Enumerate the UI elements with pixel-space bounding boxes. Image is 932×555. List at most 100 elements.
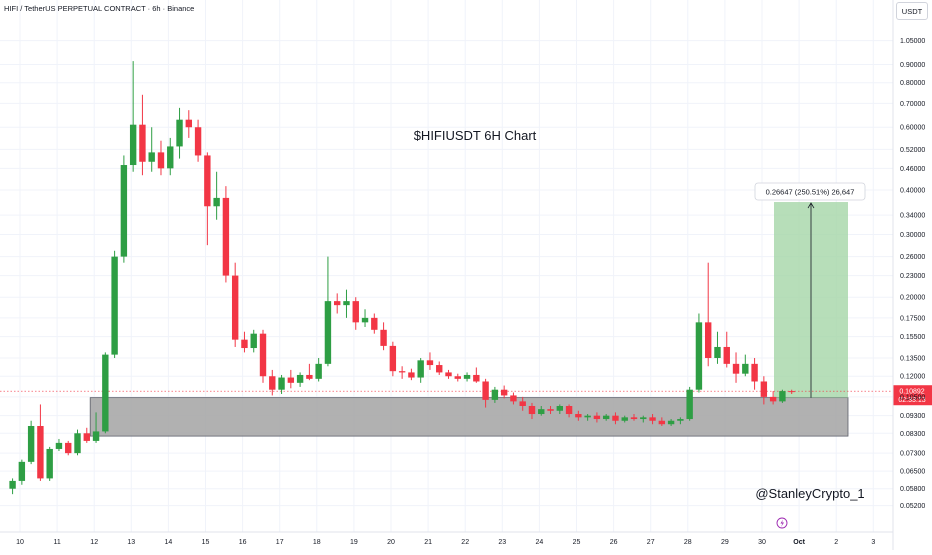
candle — [120, 155, 128, 263]
candle — [37, 404, 44, 481]
x-tick-label: 29 — [721, 539, 729, 546]
candle-body — [473, 374, 480, 382]
candle-body — [324, 301, 332, 364]
candle-body — [463, 374, 471, 379]
candle-body — [658, 420, 666, 425]
candle-body — [519, 401, 526, 407]
candle — [389, 341, 397, 377]
candle — [621, 415, 628, 423]
y-tick-label: 0.05200 — [900, 503, 925, 510]
candle-body — [194, 127, 202, 156]
candle-body — [417, 360, 424, 378]
candle — [417, 358, 424, 383]
y-tick-label: 0.34000 — [900, 213, 925, 220]
candle — [723, 331, 730, 368]
candle-body — [510, 395, 517, 402]
candle-body — [9, 480, 16, 489]
candle-body — [102, 354, 109, 432]
y-tick-label: 0.13500 — [900, 356, 925, 363]
candle — [732, 352, 740, 383]
x-tick-label: 12 — [90, 539, 98, 546]
candle-body — [732, 363, 740, 374]
candle — [575, 410, 582, 421]
candle — [380, 322, 387, 351]
candle-body — [408, 372, 415, 378]
candle-body — [575, 414, 582, 418]
y-tick-label: 0.08300 — [900, 431, 925, 438]
candle-body — [667, 420, 675, 425]
candle — [259, 329, 267, 383]
y-tick-label: 0.80000 — [900, 80, 925, 87]
candle — [241, 331, 248, 353]
candle — [779, 389, 786, 403]
candle-body — [742, 363, 749, 374]
candle-body — [18, 461, 26, 481]
x-tick-label: 26 — [610, 539, 618, 546]
candle — [92, 412, 100, 443]
candle-body — [371, 317, 378, 330]
candle — [361, 309, 369, 327]
candle — [129, 61, 137, 172]
candle — [9, 478, 16, 495]
price-countdown-label: 02:33:13 — [898, 397, 925, 404]
candle-body — [74, 433, 81, 454]
candle-body — [491, 389, 499, 400]
candle — [760, 376, 768, 405]
candle — [658, 417, 666, 426]
candle — [139, 94, 146, 176]
candle-body — [445, 372, 452, 377]
x-tick-label: 28 — [684, 539, 692, 546]
candle — [296, 372, 304, 387]
candle-body — [315, 363, 322, 379]
candle — [705, 262, 712, 367]
candle — [630, 414, 638, 421]
symbol-title[interactable]: HIFI / TetherUS PERPETUAL CONTRACT · 6h … — [4, 4, 195, 13]
candle-body — [296, 374, 304, 383]
candle — [18, 459, 26, 485]
candle — [398, 366, 406, 379]
candle — [714, 331, 721, 364]
x-tick-label: 23 — [498, 539, 506, 546]
candle — [324, 256, 332, 367]
candle — [371, 313, 378, 334]
candle-body — [120, 165, 128, 257]
candle-body — [361, 317, 369, 323]
currency-button[interactable]: USDT — [896, 2, 928, 20]
candle-body — [27, 425, 35, 462]
candle-body — [788, 391, 795, 393]
measure-label: 0.26647 (250.51%) 26,647 — [766, 188, 855, 197]
candle — [222, 186, 230, 283]
candle-body — [148, 152, 155, 162]
current-price-tag — [893, 385, 932, 406]
candle-body — [176, 119, 183, 147]
candle-body — [185, 119, 193, 128]
candle-body — [37, 425, 44, 479]
candle-body — [714, 346, 721, 359]
candle — [102, 352, 109, 434]
x-tick-label: 17 — [276, 539, 284, 546]
candle — [315, 358, 322, 382]
y-tick-label: 0.12000 — [900, 374, 925, 381]
candle-body — [306, 374, 313, 379]
candle-layer — [9, 61, 795, 495]
candle-body — [547, 409, 554, 411]
candle-body — [55, 442, 63, 449]
candle — [686, 386, 693, 421]
x-tick-label: 11 — [53, 539, 60, 546]
candle-body — [584, 415, 591, 418]
candle-body — [538, 409, 545, 415]
candle — [454, 373, 461, 382]
author-watermark: @StanleyCrypto_1 — [755, 486, 864, 501]
candle — [231, 262, 239, 347]
candle — [157, 140, 165, 176]
candle — [83, 427, 90, 443]
candle — [55, 438, 63, 452]
candle — [482, 378, 489, 408]
candle-body — [695, 322, 703, 390]
candle-body — [565, 406, 573, 415]
candle — [167, 137, 174, 176]
y-tick-label: 0.30000 — [900, 232, 925, 239]
